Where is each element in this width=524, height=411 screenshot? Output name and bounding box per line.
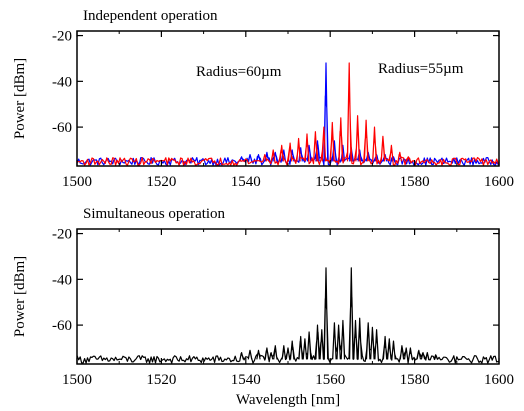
x-tick-label: 1500 — [62, 174, 92, 190]
panel-title: Simultaneous operation — [83, 206, 226, 222]
x-tick-label: 1600 — [484, 372, 514, 388]
panel-independent: Independent operation 1500 1520 1540 1560 158… — [12, 8, 514, 190]
x-axis-label: Wavelength [nm] — [236, 392, 340, 408]
y-tick-label: -20 — [52, 227, 72, 243]
y-axis-label: Power [dBm] — [12, 58, 28, 139]
x-tick-label: 1540 — [231, 372, 261, 388]
series-line-0 — [77, 62, 499, 166]
x-tick-label: 1500 — [62, 372, 92, 388]
x-tick-label: 1580 — [400, 174, 430, 190]
x-tick-label: 1560 — [315, 174, 345, 190]
series-line-0 — [77, 267, 499, 364]
x-tick-label: 1520 — [146, 372, 176, 388]
panel-title: Independent operation — [83, 8, 218, 24]
y-tick-label: -60 — [52, 120, 72, 136]
x-tick-label: 1580 — [400, 372, 430, 388]
y-tick-label: -40 — [52, 74, 72, 90]
y-axis-label: Power [dBm] — [12, 256, 28, 337]
traces — [77, 62, 499, 166]
panel-simultaneous: Simultaneous operation 1500 1520 1540 1560 15… — [12, 206, 514, 408]
y-tick-label: -60 — [52, 318, 72, 334]
x-tick-label: 1540 — [231, 174, 261, 190]
x-tick-label: 1520 — [146, 174, 176, 190]
series-line-1 — [77, 62, 499, 166]
y-tick-label: -40 — [52, 272, 72, 288]
annotation-label: Radius=55µm — [378, 61, 464, 77]
traces — [77, 267, 499, 364]
x-tick-label: 1600 — [484, 174, 514, 190]
x-tick-label: 1560 — [315, 372, 345, 388]
plot-frame — [76, 228, 500, 365]
annotation-label: Radius=60µm — [196, 64, 282, 80]
plot-frame — [76, 30, 500, 167]
y-tick-label: -20 — [52, 29, 72, 45]
